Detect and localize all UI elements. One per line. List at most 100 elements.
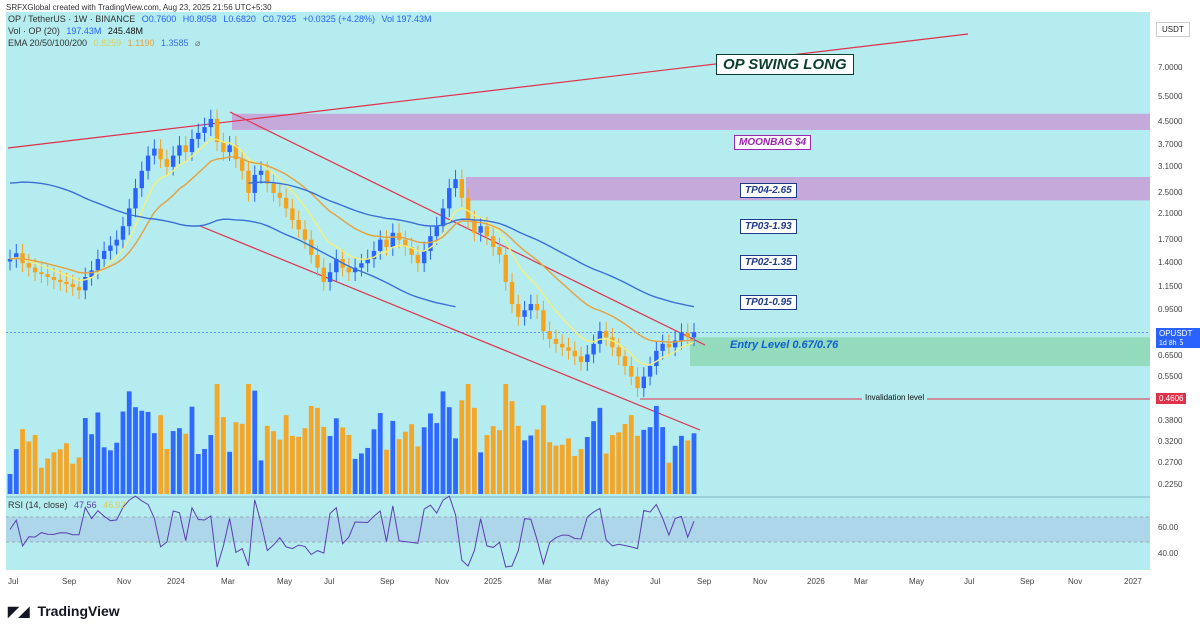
price-tick-label: 0.9500	[1158, 305, 1183, 315]
candle-body	[484, 226, 490, 237]
volume-bar	[610, 435, 615, 494]
volume-bar	[208, 435, 214, 494]
volume-bar	[597, 407, 603, 494]
candle-body	[108, 245, 113, 251]
candle-body	[516, 304, 521, 317]
ema-value-3: 1.3585	[161, 38, 189, 48]
price-tick-label: 0.2700	[1158, 457, 1183, 467]
volume-bar	[108, 450, 113, 494]
volume-bar	[76, 457, 82, 494]
candle-body	[459, 179, 465, 198]
candle-body	[622, 356, 628, 367]
volume-bar	[202, 448, 207, 494]
volume-bar	[38, 467, 44, 494]
price-tick-label: 0.3800	[1158, 416, 1183, 426]
symbol-name[interactable]: OP / TetherUS · 1W · BINANCE	[8, 14, 136, 24]
price-tick-label: 3.7000	[1158, 140, 1183, 150]
upper-trendline	[7, 33, 969, 149]
volume-bar	[45, 458, 51, 494]
tp3-annotation[interactable]: TP03-1.93	[740, 219, 797, 234]
volume-bar	[572, 455, 578, 494]
candle-body	[553, 338, 559, 344]
candle-body	[334, 258, 339, 273]
candle-body	[164, 159, 170, 167]
volume-bar	[377, 413, 383, 494]
ema-indicator-header: EMA 20/50/100/200 0.8259 1.1190 1.3585 ⌀	[8, 38, 204, 49]
candle-body	[396, 232, 402, 240]
candle-body	[528, 304, 534, 311]
volume-bar	[258, 460, 264, 494]
volume-bar	[133, 407, 138, 494]
volume-bar	[428, 413, 433, 494]
time-tick-label: Sep	[380, 577, 395, 586]
time-tick-label: Nov	[435, 577, 450, 586]
candle-body	[32, 267, 38, 273]
invalidation-annotation[interactable]: Invalidation level	[862, 393, 928, 402]
volume-bar	[170, 431, 176, 494]
candle-body	[265, 170, 270, 184]
ema-label[interactable]: EMA 20/50/100/200	[8, 38, 88, 48]
candle-body	[120, 226, 126, 240]
price-tick-label: 0.5500	[1158, 371, 1183, 381]
countdown-tag: 1d 8h	[1156, 339, 1180, 348]
time-tick-label: May	[277, 577, 293, 586]
volume-bar	[271, 431, 276, 494]
candle-body	[227, 145, 232, 153]
candle-body	[672, 340, 678, 348]
volume-bar	[453, 438, 458, 494]
candle-body	[666, 343, 672, 348]
last-price-symbol: OPUSDT	[1159, 329, 1193, 338]
candle-body	[585, 354, 590, 363]
ema-value-2: 1.1190	[127, 38, 155, 48]
tp1-annotation[interactable]: TP01-0.95	[740, 295, 797, 310]
moonbag-annotation[interactable]: MOONBAG $4	[734, 135, 812, 150]
volume-bar	[220, 417, 226, 494]
volume-bar	[346, 434, 352, 494]
candle-body	[214, 118, 220, 143]
volume-bar	[365, 447, 371, 494]
title-annotation[interactable]: OP SWING LONG	[716, 54, 854, 75]
volume-bar	[371, 429, 377, 494]
time-tick-label: May	[594, 577, 610, 586]
rsi-label[interactable]: RSI (14, close)	[8, 500, 68, 510]
volume-bar	[591, 421, 596, 494]
volume-bar	[246, 384, 251, 494]
time-tick-label: Jul	[8, 577, 19, 586]
volume-bar	[302, 428, 308, 494]
candle-body	[196, 132, 201, 139]
rsi-tick-label: 40.00	[1158, 549, 1179, 558]
time-tick-label: Nov	[1068, 577, 1083, 586]
volume-bar	[566, 438, 571, 494]
tp2-annotation[interactable]: TP02-1.35	[740, 255, 797, 270]
candle-body	[378, 239, 383, 251]
volume-bar	[327, 435, 333, 494]
candle-body	[221, 142, 226, 153]
candle-body	[70, 283, 75, 288]
currency-badge[interactable]: USDT	[1156, 22, 1190, 37]
volume-bar	[195, 453, 201, 494]
candle-body	[177, 145, 182, 156]
time-tick-label: 2025	[484, 577, 502, 586]
volume-bar	[434, 423, 440, 494]
candle-body	[296, 219, 301, 230]
volume-bar	[183, 433, 189, 494]
volume-indicator-label[interactable]: Vol · OP (20)	[8, 26, 60, 36]
volume-bar	[497, 430, 502, 494]
volume-bar	[189, 406, 195, 494]
entry-annotation[interactable]: Entry Level 0.67/0.76	[730, 339, 839, 351]
candle-body	[654, 350, 659, 367]
candle-body	[208, 118, 214, 128]
tp4-annotation[interactable]: TP04-2.65	[740, 183, 797, 198]
volume-bar	[359, 453, 364, 494]
time-tick-label: Mar	[538, 577, 552, 586]
volume-bar	[82, 418, 88, 494]
price-tick-label: 1.1500	[1158, 282, 1183, 292]
volume-bar	[239, 423, 245, 494]
candle-body	[26, 263, 32, 268]
ema-20-line	[9, 137, 695, 366]
candle-body	[465, 197, 471, 220]
volume-bar	[32, 434, 38, 494]
volume-bar	[685, 440, 691, 494]
candle-body	[127, 208, 132, 227]
